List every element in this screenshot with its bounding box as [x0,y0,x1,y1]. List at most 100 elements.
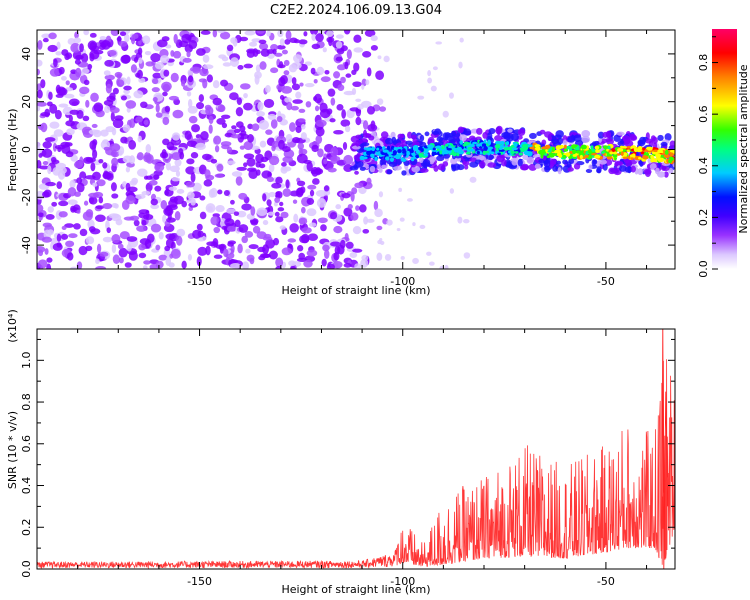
colorbar-tick-label: 0.0 [697,260,710,278]
spectrogram-cell [326,30,334,38]
spectrogram-cell [65,240,75,248]
spectrogram-cell [559,144,565,149]
spectrogram-cell [66,128,75,136]
spectrogram-cell [99,36,107,41]
spectrogram-cell [441,145,445,150]
spectrogram-cell [355,153,362,162]
spectrogram-cell [396,227,401,232]
spectrogram-cell [631,153,636,158]
spectrogram-cell [336,64,347,71]
spectrogram-cell [380,131,389,139]
spectrogram-cell [400,157,405,160]
spectrogram-cell [341,192,351,199]
spectrogram-cell [270,118,278,129]
spectrogram-cell [565,152,571,157]
spectrogram-cell [468,143,475,148]
spectrogram-cell [457,126,464,134]
spectrogram-cell [544,153,548,156]
spectrogram-cell [279,201,284,207]
spectrogram-cell [187,75,194,83]
spectrogram-cell [126,76,131,85]
spectrogram-cell [266,176,274,183]
spectrogram-cell [371,146,376,152]
snr-peak-spike [661,329,669,569]
spectrogram-cell [239,125,246,133]
spectrogram-cell [218,54,227,59]
spectrogram-cell [296,153,308,164]
spectrogram-cell [446,148,452,151]
spectrogram-x-tick-label: -150 [187,275,212,288]
spectrogram-cell [373,200,379,211]
spectrogram-cell [321,258,327,267]
spectrogram-cell [355,205,360,211]
spectrogram-cell [156,39,168,48]
spectrogram-cell [214,145,220,153]
spectrogram-cell [275,176,283,185]
spectrogram-cell [600,151,605,154]
spectrogram-cell [384,137,394,145]
spectrogram-cell [160,151,169,159]
spectrogram-cell [315,126,325,137]
spectrogram-cells [37,30,675,269]
snr-panel: -150 -100 -50 0.0 0.2 0.4 0.6 0.8 1.0 Height of … [6,309,676,596]
spectrogram-cell [354,182,364,189]
spectrogram-cell [436,155,445,162]
spectrogram-cell [236,166,247,171]
spectrogram-cell [386,219,393,226]
spectrogram-cell [163,69,170,77]
spectrogram-cell [185,181,195,188]
spectrogram-cell [56,181,63,190]
spectrogram-cell [459,37,464,43]
spectrogram-cell [383,55,390,63]
spectrogram-cell [222,62,232,67]
spectrogram-cell [202,64,214,70]
spectrogram-cell [112,118,124,129]
spectrogram-cell [630,135,638,141]
spectrogram-cell [229,92,239,101]
spectrogram-cell [366,150,371,156]
spectrogram-cell [563,148,569,152]
spectrogram-cell [435,41,442,45]
spectrogram-cell [390,158,395,161]
spectrogram-cell [95,205,105,210]
spectrogram-cell [208,115,214,125]
spectrogram-cell [402,148,406,153]
spectrogram-cell [293,54,303,63]
spectrogram-cell [644,169,651,178]
spectrogram-cell [190,152,199,159]
spectrogram-cell [190,198,196,206]
spectrogram-cell [584,154,589,158]
spectrogram-cell [175,170,181,177]
spectrogram-cell [221,225,228,230]
spectrogram-cell [314,105,320,112]
spectrogram-cell [187,98,193,108]
spectrogram-cell [432,66,438,71]
spectrogram-cell [424,131,430,137]
spectrogram-cell [513,142,518,148]
spectrogram-cell [145,144,152,153]
spectrogram-cell [37,39,43,50]
spectrogram-cell [401,170,407,176]
spectrogram-cell [281,85,293,94]
spectrogram-cell [158,254,168,261]
spectrogram-cell [210,216,219,226]
spectrogram-cell [205,106,214,116]
spectrogram-cell [234,219,241,228]
spectrogram-cell [307,233,319,242]
spectrogram-cell [409,149,414,154]
spectrogram-cell [442,132,449,141]
spectrogram-cell [271,145,276,152]
spectrogram-cell [44,137,56,142]
spectrogram-cell [109,143,121,152]
spectrogram-cell [257,246,266,253]
spectrogram-cell [191,124,200,133]
spectrogram-cell [230,263,241,269]
spectrogram-cell [353,62,360,72]
spectrogram-cell [102,236,113,243]
spectrogram-cell [596,168,602,174]
chart-title: C2E2.2024.106.09.13.G04 [270,3,442,18]
spectrogram-cell [109,92,116,100]
spectrogram-cell [316,198,327,208]
spectrogram-cell [249,257,255,265]
spectrogram-cell [563,144,567,149]
